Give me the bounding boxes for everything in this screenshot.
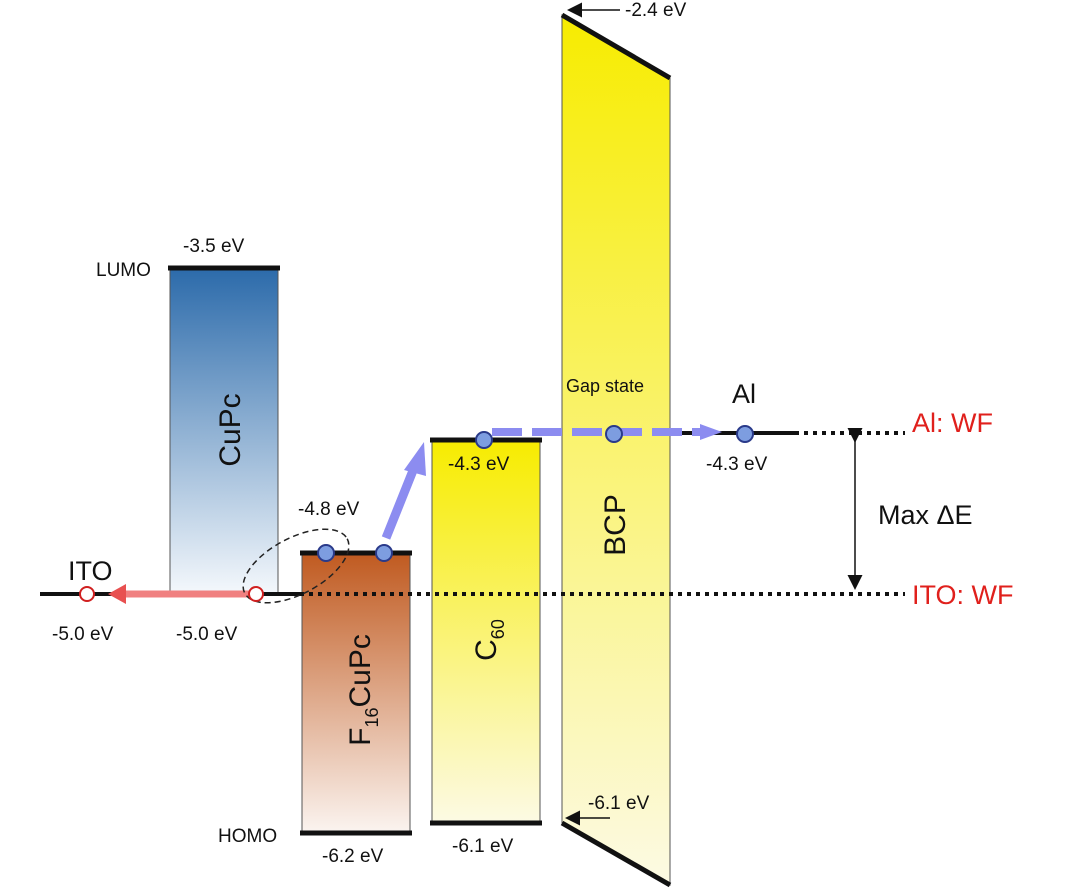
arrowhead: [700, 424, 722, 440]
label: -5.0 eV: [52, 624, 114, 645]
material: CuPc: [214, 393, 247, 466]
label: LUMO: [96, 260, 151, 281]
label: -4.3 eV: [706, 454, 768, 475]
material: Al: [732, 379, 756, 409]
material: BCP: [599, 494, 632, 556]
label: -2.4 eV: [625, 0, 687, 21]
text: C: [470, 639, 503, 661]
electron: [375, 544, 393, 562]
electron: [475, 431, 493, 449]
electron: [317, 544, 335, 562]
label: Gap state: [566, 376, 644, 396]
arrowhead: [404, 442, 426, 476]
electron-arrow: [381, 466, 419, 540]
material: ITO: [68, 556, 113, 586]
label: -5.0 eV: [176, 624, 238, 645]
bcp-box: [561, 14, 671, 886]
hole: [79, 586, 95, 602]
label: Al: WF: [912, 408, 993, 438]
electron: [605, 425, 623, 443]
interface-ellipse: [242, 528, 350, 604]
electron: [736, 425, 754, 443]
subscript: 60: [488, 619, 508, 639]
label: -3.5 eV: [183, 236, 245, 257]
material: F16CuPc: [344, 634, 382, 746]
label: -6.1 eV: [588, 793, 650, 814]
cupc-box: [169, 266, 279, 595]
label: -6.1 eV: [452, 836, 514, 857]
text: F: [344, 728, 377, 746]
carriers: [79, 425, 754, 602]
label: Max ΔE: [878, 500, 973, 530]
label: -6.2 eV: [322, 846, 384, 867]
label: ITO: WF: [912, 580, 1014, 610]
label: -4.8 eV: [298, 499, 360, 520]
arrowhead: [108, 584, 126, 604]
label: HOMO: [218, 826, 277, 847]
hole: [248, 586, 264, 602]
material: C60: [470, 619, 508, 661]
level: [560, 820, 672, 888]
c60-box: [431, 439, 541, 824]
label: -4.3 eV: [448, 454, 510, 475]
f16cupc-box: [301, 552, 411, 834]
subscript: 16: [362, 708, 382, 728]
level: [560, 12, 672, 81]
text: CuPc: [344, 634, 377, 707]
